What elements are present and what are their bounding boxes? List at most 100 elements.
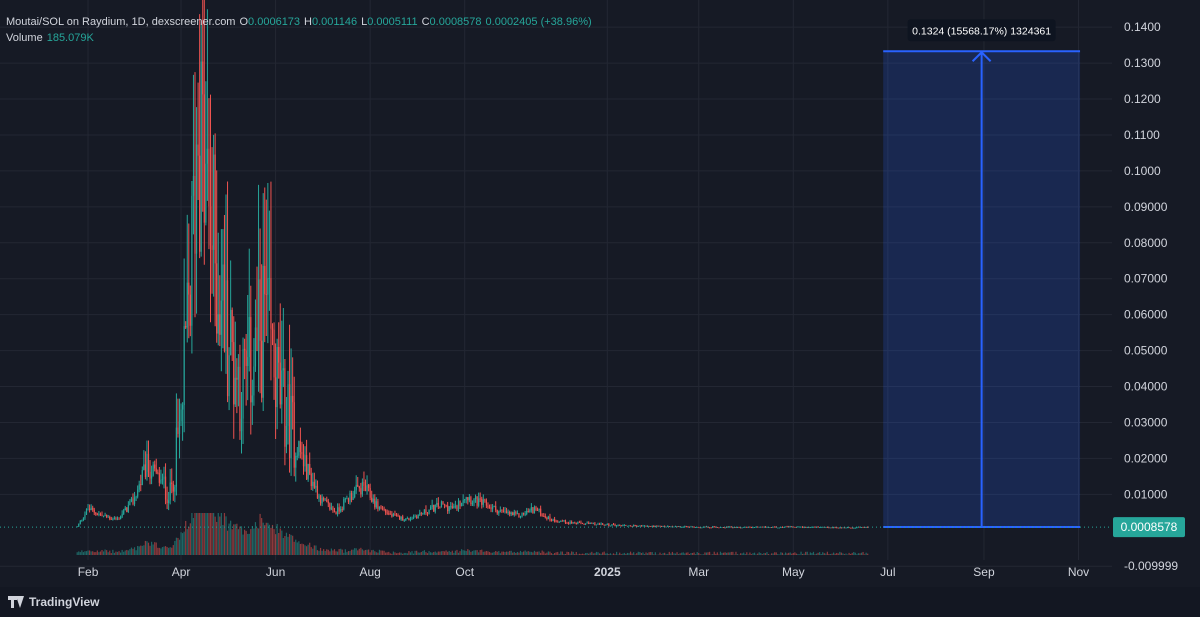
volume-bar [502,551,505,555]
candle-body [616,525,618,527]
volume-bar [127,550,129,555]
volume-bar [527,551,529,555]
candle-body [699,527,701,529]
volume-bar [257,528,260,555]
volume-bar [388,551,390,555]
candle-body [234,377,236,405]
candle-body [642,525,644,527]
volume-label[interactable]: Volume [6,32,43,44]
volume-bar [326,549,328,555]
volume-bar [182,533,184,555]
volume-bar [493,551,495,555]
volume-bar [380,550,382,555]
candle-body [366,484,368,491]
candle-body [636,525,638,527]
volume-bar [484,551,486,555]
volume-bar [690,552,692,555]
volume-bar [476,550,478,555]
volume-bar [459,551,461,555]
candle-body [608,524,610,526]
candle-body [433,505,435,512]
volume-bar [400,552,402,555]
volume-bar [368,549,370,555]
time-tick-label: Oct [455,565,474,579]
candle-body [347,498,350,502]
volume-bar [236,523,238,555]
candle-body [284,368,286,447]
volume-bar [699,554,701,555]
volume-bar [839,551,841,555]
candle-body [549,516,551,521]
candle-body [430,506,432,510]
volume-bar [467,549,469,555]
volume-bar [791,553,793,555]
candle-body [696,526,698,528]
measure-arrow-head [971,50,992,62]
volume-bar [732,551,734,555]
candle-body [319,495,322,504]
volume-bar [161,547,164,555]
candle-body [467,497,469,501]
candle-body [188,282,190,295]
candle-body [633,525,635,527]
tradingview-logo[interactable]: TradingView [8,595,99,609]
candle-body [572,522,574,524]
volume-bar [462,550,464,555]
candle-body [445,504,447,506]
volume-bar [648,552,650,555]
candle-body [834,527,836,529]
volume-bar [371,550,373,555]
candle-body [797,526,799,528]
candle-body [609,525,611,527]
volume-bar [586,552,588,555]
price-tick-label: 0.1000 [1124,164,1161,178]
volume-bar [800,551,802,555]
volume-bar [461,549,463,555]
candle-body [228,355,230,397]
volume-bar [726,552,728,555]
candle-body [577,522,579,524]
candle-body [223,264,226,351]
candle-body [290,395,292,459]
candle-body [637,525,639,527]
volume-bar [310,547,312,555]
candle-body [557,521,559,523]
symbol-title[interactable]: Moutai/SOL on Raydium, 1D, dexscreener.c… [6,16,236,28]
candle-body [121,513,123,517]
volume-bar [408,551,410,555]
candle-body [242,348,244,419]
volume-bar [788,552,790,555]
candle-body [806,527,808,529]
volume-bar [867,553,869,555]
candle-body [288,384,291,459]
candle-body [248,317,250,358]
candle-body [733,527,735,528]
volume-bar [288,534,291,555]
volume-bar [355,548,357,555]
volume-bar [529,551,531,555]
candle-body [318,495,320,499]
candle-body [822,526,824,528]
open-label: O [239,16,249,28]
volume-bar [521,552,523,555]
volume-bar [862,551,864,555]
volume-bar [501,551,503,555]
candle-body [147,453,150,472]
price-chart[interactable]: 0.1400 0.1300 0.1200 0.1100 0.1000 0.09000 0.0… [0,0,1200,587]
volume-bar [391,553,393,555]
volume-bar [296,542,298,555]
volume-bar [822,552,824,555]
candle-body [349,492,351,502]
candle-body [749,526,751,528]
candle-body [628,525,630,527]
candle-body [814,526,816,528]
candle-body [518,513,520,518]
volume-bar [695,554,697,555]
candle-body [332,507,334,511]
candle-body [502,510,505,512]
candle-body [758,526,760,528]
candle-body [257,279,260,351]
low-label: L [361,16,368,28]
volume-bar [771,553,773,555]
candle-body [791,526,793,528]
